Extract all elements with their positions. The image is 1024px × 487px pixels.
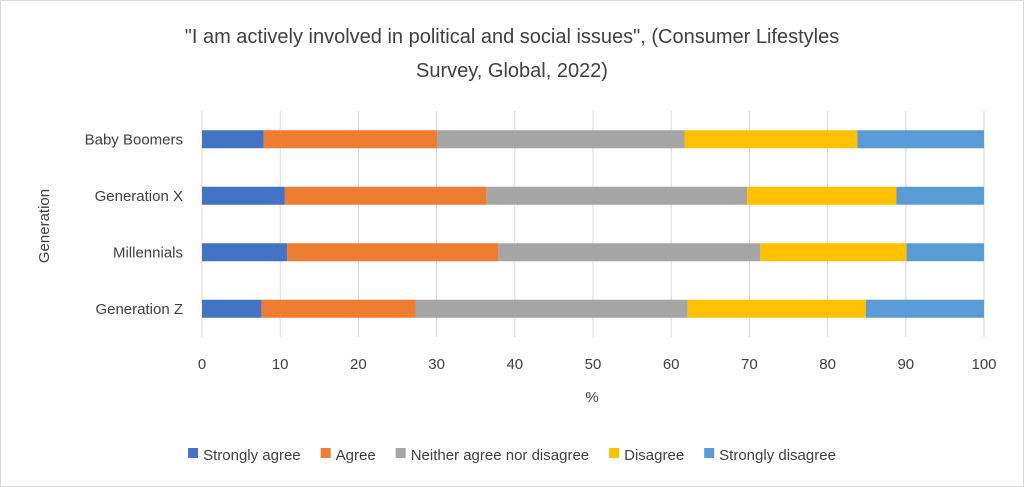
legend-item: Disagree: [609, 447, 684, 464]
legend-swatch: [609, 448, 620, 458]
legend-label: Neither agree nor disagree: [411, 447, 589, 464]
legend-swatch: [704, 448, 715, 458]
legend-label: Disagree: [624, 447, 684, 464]
bar-segment: [202, 299, 262, 318]
legend-item: Strongly agree: [188, 447, 301, 464]
x-tick-labels: 0 10 20 30 40 50 60 70 80 90 100: [198, 356, 997, 373]
legend-item: Neither agree nor disagree: [395, 447, 589, 464]
x-tick-label: 40: [506, 356, 523, 373]
x-tick-label: 70: [741, 356, 758, 373]
bar-segment: [202, 186, 285, 205]
bar-segment: [687, 299, 866, 318]
x-tick-label: 60: [663, 356, 680, 373]
x-tick-label: 30: [428, 356, 445, 373]
legend-item: Strongly disagree: [704, 447, 836, 464]
bar-segment: [263, 130, 438, 149]
legend: Strongly agree Agree Neither agree nor dis…: [188, 447, 836, 464]
bars: [202, 130, 984, 318]
bar-segment: [906, 243, 984, 262]
legend-swatch: [188, 448, 199, 458]
bar-segment: [865, 299, 984, 318]
bar-segment: [284, 186, 487, 205]
x-tick-label: 20: [350, 356, 367, 373]
chart-title-line-2: Survey, Global, 2022): [416, 60, 608, 82]
x-axis-title: %: [585, 389, 598, 406]
category-label: Millennials: [113, 244, 183, 261]
x-tick-label: 100: [971, 356, 996, 373]
bar-segment: [684, 130, 858, 149]
y-axis-title: Generation: [36, 189, 53, 263]
x-tick-label: 90: [897, 356, 914, 373]
legend-item: Agree: [320, 447, 376, 464]
x-tick-label: 50: [585, 356, 602, 373]
legend-label: Strongly agree: [203, 447, 301, 464]
bar-segment: [202, 130, 264, 149]
category-label: Baby Boomers: [85, 131, 183, 148]
bar-segment: [747, 186, 897, 205]
bar-segment: [415, 299, 688, 318]
x-tick-label: 80: [819, 356, 836, 373]
bar-segment: [486, 186, 748, 205]
legend-label: Strongly disagree: [719, 447, 836, 464]
bar-segment: [261, 299, 416, 318]
chart-title-line-1: "I am actively involved in political and…: [185, 26, 839, 48]
category-label: Generation X: [95, 188, 183, 205]
legend-swatch: [395, 448, 406, 458]
legend-label: Agree: [336, 447, 376, 464]
bar-segment: [857, 130, 984, 149]
bar-segment: [498, 243, 761, 262]
legend-swatch: [320, 448, 331, 458]
category-labels: Baby Boomers Generation X Millennials Gener…: [85, 131, 183, 318]
bar-segment: [760, 243, 907, 262]
bar-segment: [287, 243, 499, 262]
bar-segment: [202, 243, 288, 262]
category-label: Generation Z: [95, 301, 183, 318]
bar-segment: [896, 186, 984, 205]
x-tick-label: 10: [272, 356, 289, 373]
bar-segment: [437, 130, 685, 149]
gridlines: [201, 111, 985, 337]
x-tick-label: 0: [198, 356, 206, 373]
